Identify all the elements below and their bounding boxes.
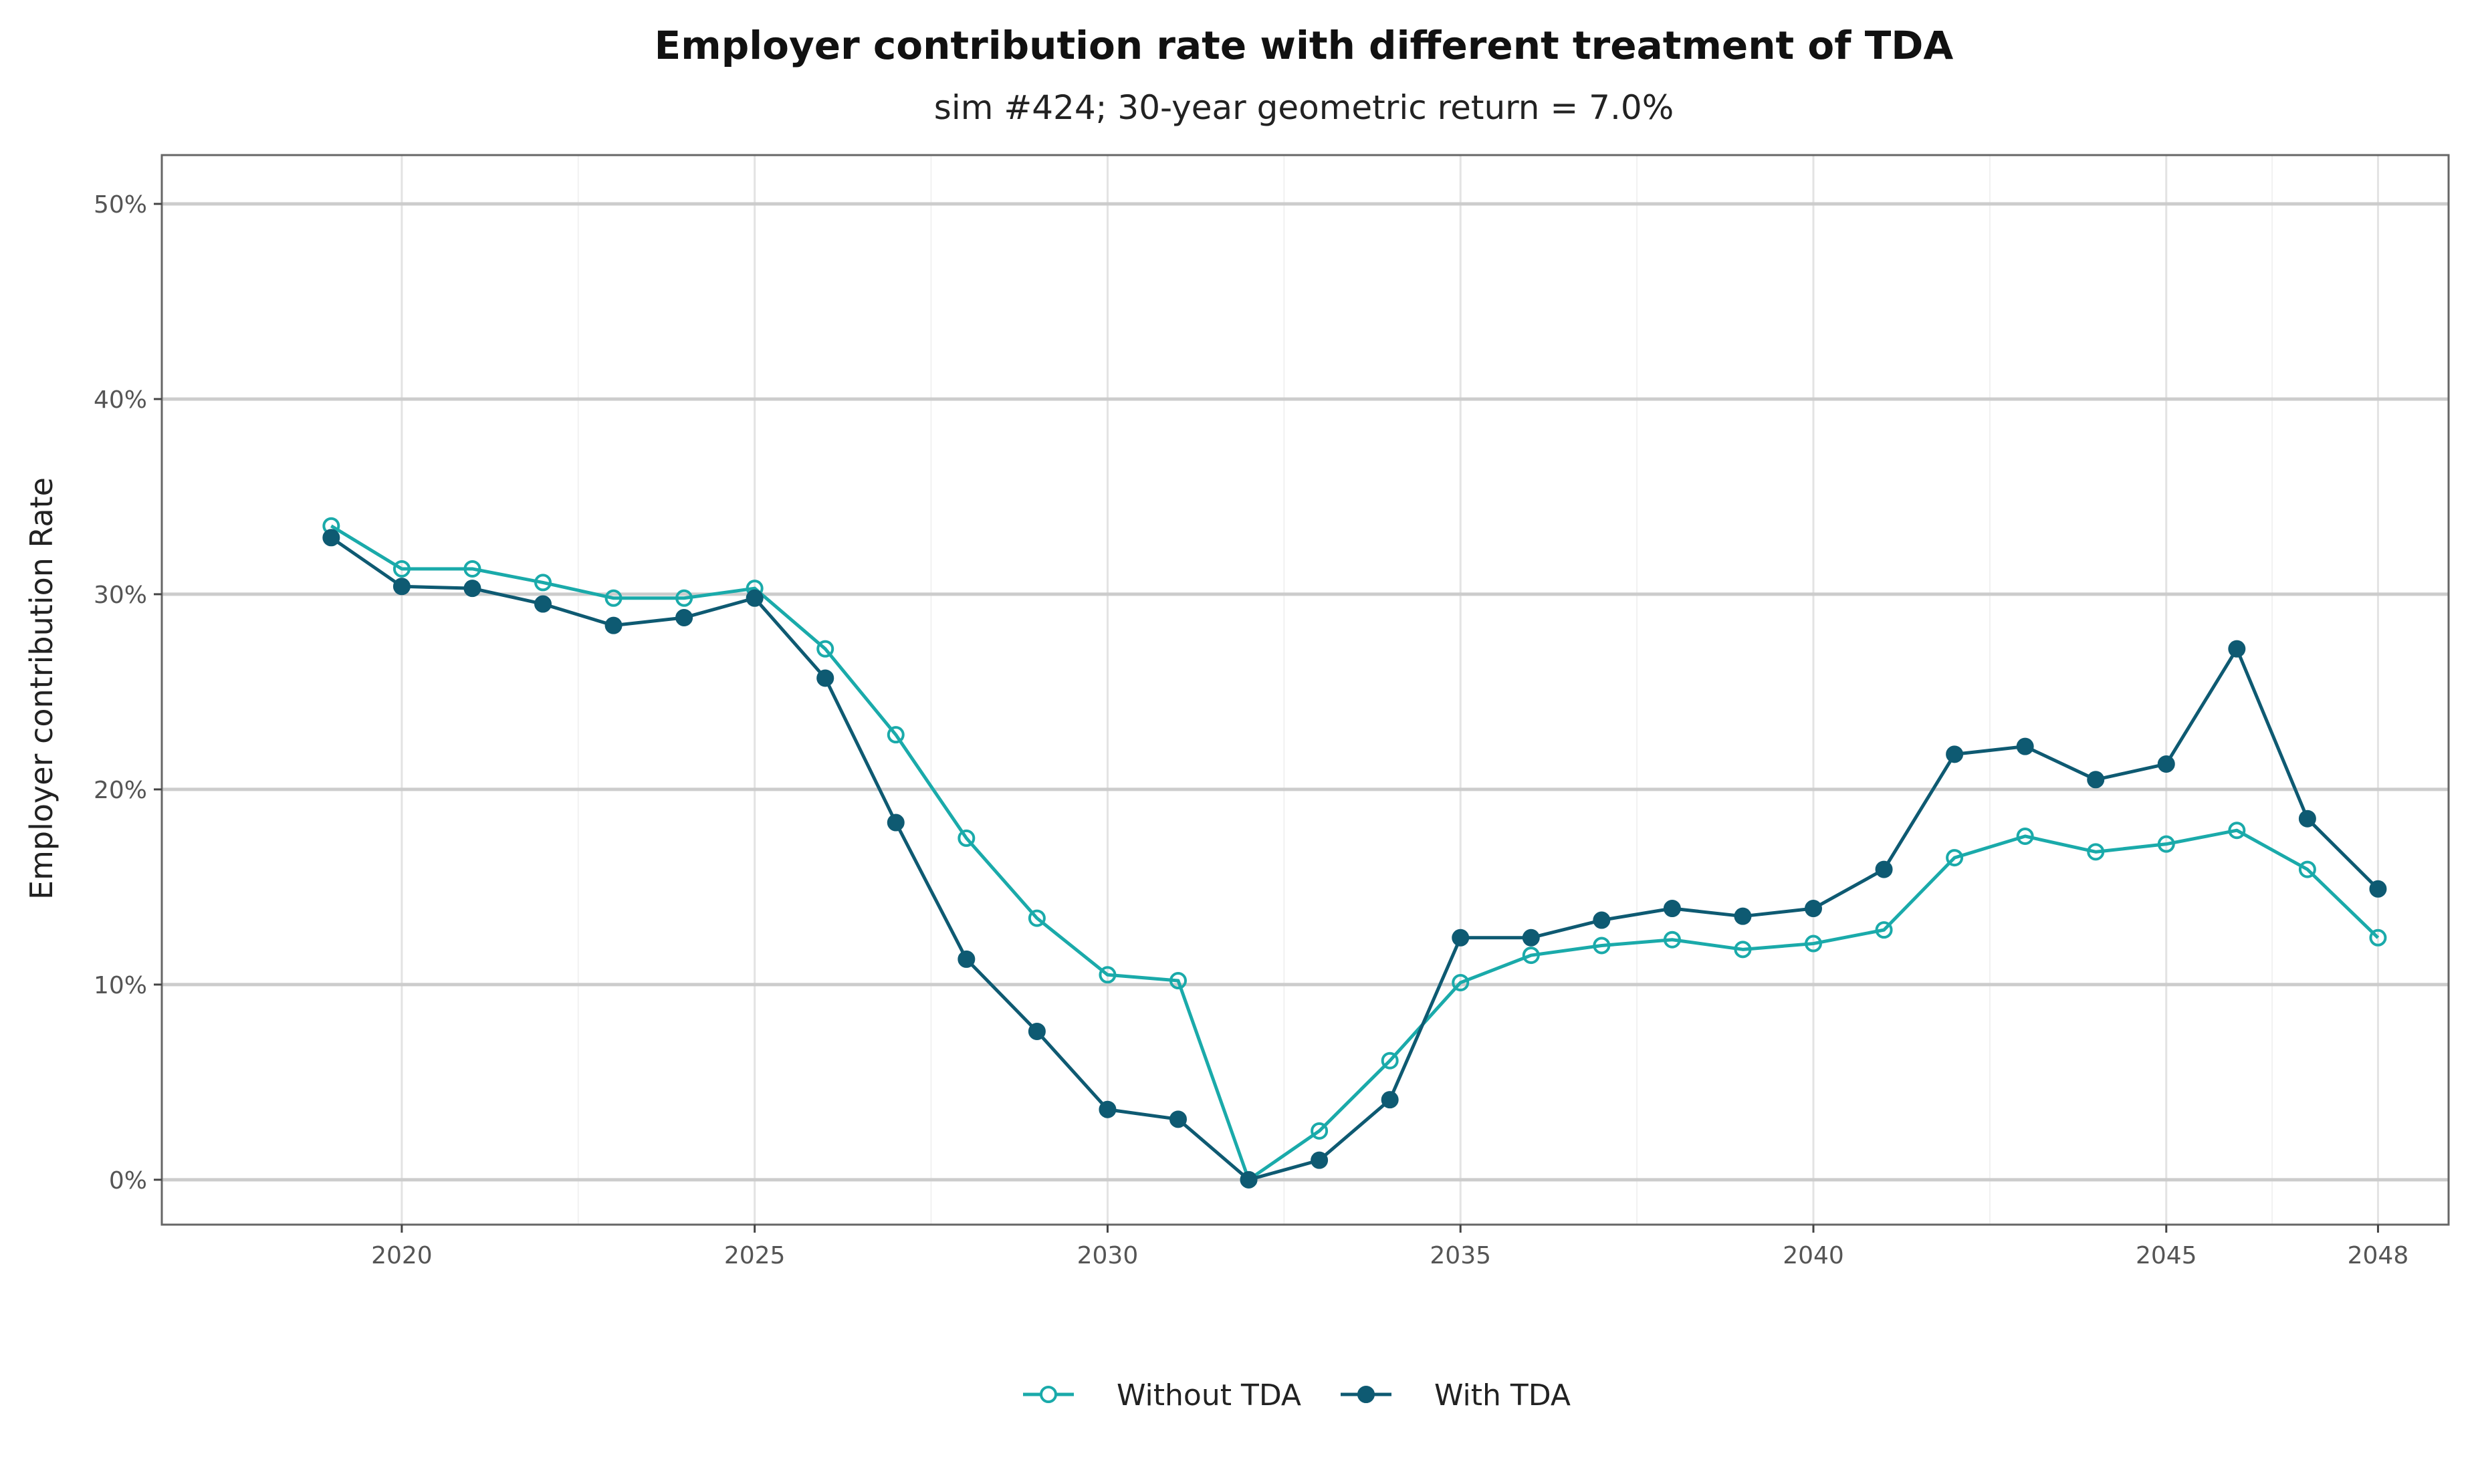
data-point-1 <box>392 560 411 578</box>
data-point-2 <box>2228 640 2246 658</box>
data-point-1 <box>1522 947 1540 965</box>
data-point-2 <box>887 814 905 832</box>
data-point-1 <box>1169 972 1187 990</box>
x-tick-label: 2025 <box>724 1242 786 1269</box>
x-tick-label: 2040 <box>1783 1242 1844 1269</box>
legend-label-1: Without TDA <box>1117 1378 1301 1412</box>
data-point-1 <box>1381 1052 1399 1070</box>
data-point-1 <box>816 640 834 658</box>
data-point-1 <box>463 560 481 578</box>
data-point-2 <box>1875 860 1893 878</box>
data-point-2 <box>1663 900 1681 918</box>
data-point-2 <box>1734 907 1752 925</box>
data-point-2 <box>958 950 976 968</box>
data-point-2 <box>392 578 411 596</box>
data-point-2 <box>2298 810 2316 828</box>
data-point-2 <box>675 608 693 626</box>
legend-marker-1 <box>1040 1386 1057 1403</box>
data-point-1 <box>1311 1122 1329 1140</box>
y-tick-label: 0% <box>109 1167 147 1195</box>
data-point-1 <box>1593 937 1611 955</box>
y-tick-label: 40% <box>94 386 147 414</box>
data-point-2 <box>534 595 552 613</box>
data-point-2 <box>1240 1170 1258 1189</box>
series-line-2 <box>330 536 2380 1182</box>
data-point-1 <box>675 589 693 607</box>
data-point-2 <box>746 589 764 607</box>
data-point-1 <box>2157 835 2175 853</box>
data-point-1 <box>2087 843 2105 861</box>
data-point-1 <box>958 829 976 847</box>
data-point-1 <box>2298 860 2316 878</box>
data-point-1 <box>1663 931 1681 949</box>
data-point-2 <box>1381 1091 1399 1109</box>
series-line-1 <box>330 524 2380 1182</box>
data-point-2 <box>322 529 340 547</box>
y-tick-label: 20% <box>94 777 147 804</box>
data-point-2 <box>604 616 623 634</box>
data-point-2 <box>2369 880 2387 898</box>
data-point-2 <box>2016 737 2034 755</box>
data-point-1 <box>1946 849 1964 867</box>
data-point-2 <box>1311 1151 1329 1169</box>
x-tick-label: 2048 <box>2348 1242 2409 1269</box>
legend-label-2: With TDA <box>1434 1378 1571 1412</box>
y-axis-title: Employer contribution Rate <box>23 477 60 900</box>
data-point-2 <box>1593 911 1611 929</box>
data-point-1 <box>887 726 905 744</box>
plot-area: 0% 10% 20% 30% 40% 50% 2020 2025 2030 2035 2040 204… <box>94 154 2450 1269</box>
x-tick-label: 2035 <box>1430 1242 1491 1269</box>
y-tick-label: 10% <box>94 972 147 999</box>
data-point-1 <box>1452 973 1470 991</box>
plot-border <box>160 154 2450 1226</box>
y-tick-label: 50% <box>94 191 147 219</box>
chart-title: Employer contribution rate with differen… <box>655 23 1954 68</box>
data-point-2 <box>1946 745 1964 763</box>
x-tick-label: 2020 <box>371 1242 433 1269</box>
data-point-2 <box>1169 1110 1187 1128</box>
data-point-1 <box>1099 966 1117 984</box>
data-point-2 <box>1522 929 1540 947</box>
data-point-1 <box>1805 935 1822 953</box>
chart-subtitle: sim #424; 30-year geometric return = 7.0… <box>934 88 1674 127</box>
data-point-2 <box>816 669 834 687</box>
data-point-1 <box>604 589 623 607</box>
data-point-1 <box>1734 941 1752 959</box>
data-point-1 <box>1875 921 1893 939</box>
data-point-2 <box>1452 929 1470 947</box>
data-point-2 <box>1028 1022 1046 1040</box>
y-tick-label: 30% <box>94 582 147 609</box>
data-point-2 <box>1805 900 1822 918</box>
data-point-2 <box>2157 755 2175 773</box>
legend: Without TDA With TDA <box>1023 1378 1571 1412</box>
data-point-2 <box>463 580 481 598</box>
data-point-2 <box>1099 1100 1117 1118</box>
x-tick-label: 2045 <box>2136 1242 2197 1269</box>
legend-marker-2 <box>1357 1386 1375 1403</box>
plot-panel <box>162 155 2449 1225</box>
data-point-1 <box>2369 929 2387 947</box>
x-tick-label: 2030 <box>1077 1242 1139 1269</box>
data-point-1 <box>2016 827 2034 845</box>
data-point-1 <box>534 574 552 592</box>
data-point-1 <box>1028 909 1046 927</box>
data-point-1 <box>2228 822 2246 840</box>
data-point-2 <box>2087 771 2105 789</box>
